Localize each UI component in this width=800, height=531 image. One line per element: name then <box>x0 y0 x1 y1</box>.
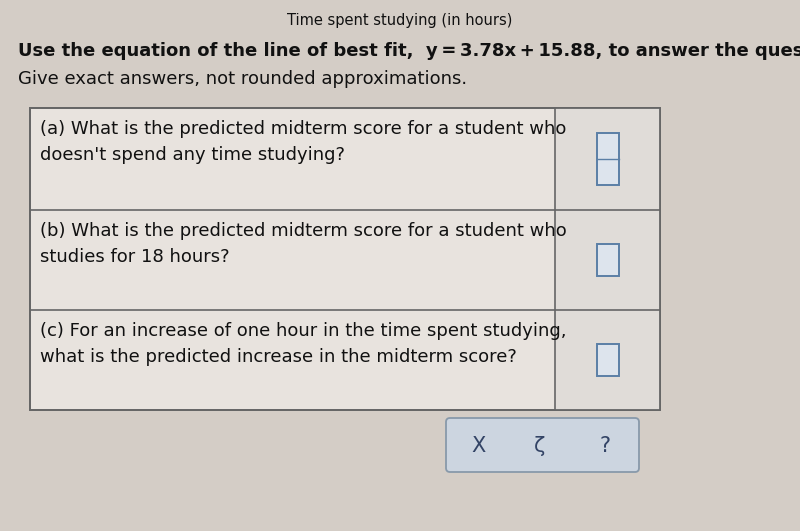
Text: X: X <box>471 436 485 456</box>
Text: (a) What is the predicted midterm score for a student who
doesn't spend any time: (a) What is the predicted midterm score … <box>40 120 566 164</box>
Text: ζ: ζ <box>534 436 546 456</box>
Text: (c) For an increase of one hour in the time spent studying,
what is the predicte: (c) For an increase of one hour in the t… <box>40 322 566 366</box>
Text: (b) What is the predicted midterm score for a student who
studies for 18 hours?: (b) What is the predicted midterm score … <box>40 222 566 266</box>
FancyBboxPatch shape <box>30 108 660 410</box>
FancyBboxPatch shape <box>597 344 618 376</box>
Text: Time spent studying (in hours): Time spent studying (in hours) <box>287 13 513 28</box>
FancyBboxPatch shape <box>555 108 660 410</box>
Text: ?: ? <box>599 436 610 456</box>
Text: Give exact answers, not rounded approximations.: Give exact answers, not rounded approxim… <box>18 70 467 88</box>
FancyBboxPatch shape <box>597 133 618 185</box>
FancyBboxPatch shape <box>446 418 639 472</box>
FancyBboxPatch shape <box>597 244 618 276</box>
Text: Use the equation of the line of best fit,  y = 3.78x + 15.88, to answer the ques: Use the equation of the line of best fit… <box>18 42 800 60</box>
